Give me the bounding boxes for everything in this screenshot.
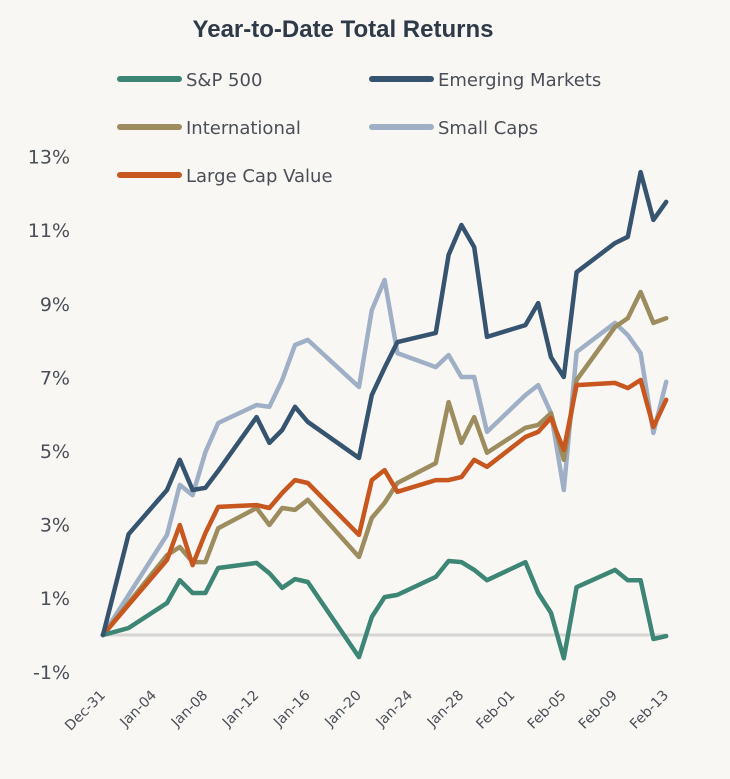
x-tick-label: Jan-12 [219,688,262,731]
y-tick-label: -1% [33,662,70,684]
y-tick-label: 3% [40,515,70,537]
series-line-small-caps [100,277,669,638]
legend-label: International [186,118,301,139]
legend-label: Emerging Markets [438,70,601,91]
y-tick-label: 13% [28,147,70,169]
legend-label: Small Caps [438,118,538,139]
series-line-emerging-markets [100,169,669,638]
series-line-large-cap-value [100,377,669,638]
series-line-s-p-500 [100,558,669,661]
y-tick-label: 9% [40,294,70,316]
series-line-international [100,289,669,638]
x-tick-label: Jan-20 [321,688,364,731]
y-axis: 13% 11% 9% 7% 5% 3% 1% -1% [28,147,70,684]
legend-label: Large Cap Value [186,166,333,187]
x-axis: Dec-31 Jan-04 Jan-08 Jan-12 Jan-16 Jan-20 Jan-… [62,687,672,734]
x-tick-label: Feb-01 [473,688,518,733]
y-tick-label: 11% [28,220,70,242]
legend-label: S&P 500 [186,70,262,91]
x-tick-label: Dec-31 [62,688,109,735]
chart-title: Year-to-Date Total Returns [193,16,494,43]
series-lines [100,169,669,661]
legend-item: International [117,118,301,139]
x-tick-label: Feb-13 [627,688,672,733]
x-tick-label: Jan-28 [424,688,467,731]
y-tick-label: 7% [40,367,70,389]
legend-item: Small Caps [369,118,538,139]
y-tick-label: 5% [40,441,70,463]
legend-item: S&P 500 [117,70,262,91]
legend-item: Emerging Markets [369,70,601,91]
x-tick-label: Feb-05 [525,688,570,733]
legend-item: Large Cap Value [117,166,333,187]
x-tick-label: Feb-09 [576,688,621,733]
x-tick-label: Jan-24 [373,687,417,731]
x-tick-label: Jan-08 [168,688,211,731]
y-tick-label: 1% [40,588,70,610]
legend: S&P 500 Emerging Markets International Smal… [117,70,601,187]
x-tick-label: Jan-04 [117,687,161,731]
x-tick-label: Jan-16 [270,687,314,731]
